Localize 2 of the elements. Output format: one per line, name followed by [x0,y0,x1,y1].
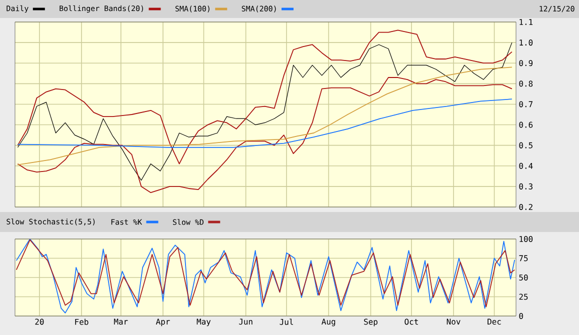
line-series [17,98,512,148]
line-series [17,66,512,166]
